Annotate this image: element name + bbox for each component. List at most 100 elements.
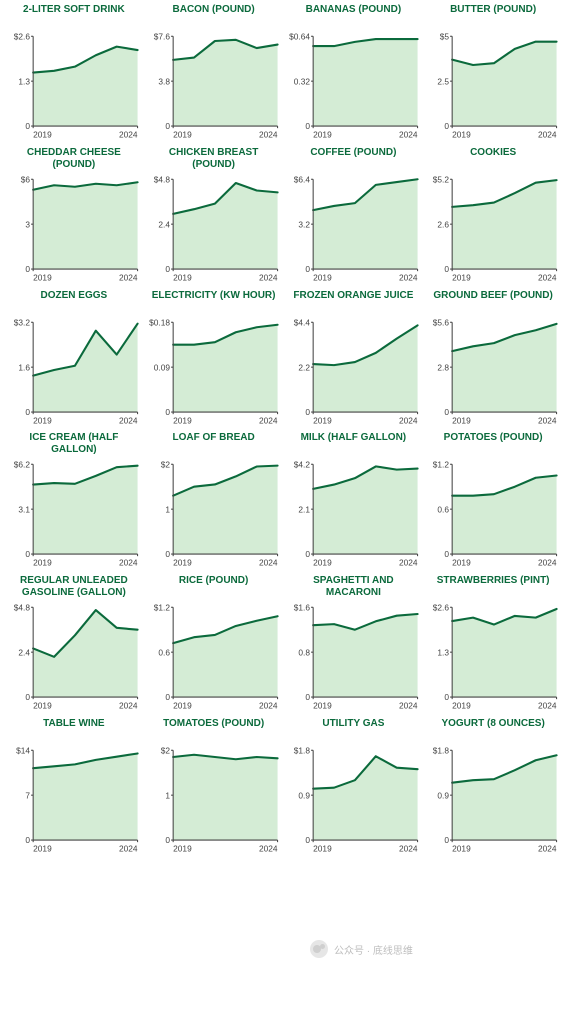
chart-panel: FROZEN ORANGE JUICE02.2$4.420192024	[286, 290, 422, 429]
y-tick-label: 1	[165, 505, 170, 515]
x-tick-label: 2024	[538, 130, 557, 140]
x-tick-label: 2024	[119, 415, 138, 425]
area-fill	[33, 182, 137, 269]
chart-panel: 2-LITER SOFT DRINK01.3$2.620192024	[6, 4, 142, 143]
chart-title: CHEDDAR CHEESE (POUND)	[6, 147, 142, 171]
y-tick-label: 0	[165, 692, 170, 702]
x-tick-label: 2019	[452, 415, 471, 425]
area-fill	[173, 755, 277, 840]
y-tick-label: $0.64	[289, 31, 310, 41]
y-tick-label: 0	[25, 264, 30, 274]
y-tick-label: $1.6	[293, 602, 310, 612]
x-tick-label: 2024	[259, 558, 278, 568]
x-tick-label: 2024	[259, 130, 278, 140]
chart-panel: ICE CREAM (HALF GALLON)03.1$6.220192024	[6, 432, 142, 571]
x-tick-label: 2024	[259, 843, 278, 853]
y-tick-label: $4.2	[293, 460, 310, 470]
y-tick-label: 0	[305, 407, 310, 417]
y-tick-label: 3.8	[158, 76, 170, 86]
x-tick-label: 2024	[399, 558, 418, 568]
y-tick-label: 0	[25, 407, 30, 417]
area-chart: 02.5$520192024	[425, 30, 561, 143]
y-tick-label: $2	[160, 460, 170, 470]
area-fill	[173, 183, 277, 269]
chart-title: REGULAR UNLEADED GASOLINE (GALLON)	[6, 575, 142, 599]
chart-title: TABLE WINE	[41, 718, 106, 742]
x-tick-label: 2024	[119, 701, 138, 711]
area-chart: 00.6$1.220192024	[146, 601, 282, 714]
chart-title: STRAWBERRIES (PINT)	[435, 575, 552, 599]
x-tick-label: 2019	[33, 130, 52, 140]
x-tick-label: 2019	[173, 701, 192, 711]
chart-panel: TABLE WINE07$1420192024	[6, 718, 142, 857]
chart-title: SPAGHETTI AND MACARONI	[286, 575, 422, 599]
y-tick-label: 0	[25, 835, 30, 845]
chart-panel: BACON (POUND)03.8$7.620192024	[146, 4, 282, 143]
y-tick-label: 0	[305, 549, 310, 559]
x-tick-label: 2019	[173, 272, 192, 282]
x-tick-label: 2024	[538, 701, 557, 711]
area-chart: 02.4$4.820192024	[6, 601, 142, 714]
chart-panel: GROUND BEEF (POUND)02.8$5.620192024	[425, 290, 561, 429]
area-chart: 02.4$4.820192024	[146, 173, 282, 286]
chart-panel: POTATOES (POUND)00.6$1.220192024	[425, 432, 561, 571]
area-fill	[452, 180, 556, 269]
area-chart: 00.9$1.820192024	[425, 744, 561, 857]
chart-title: LOAF OF BREAD	[171, 432, 257, 456]
y-tick-label: 1.3	[438, 647, 450, 657]
chart-panel: ELECTRICITY (KW HOUR)00.09$0.1820192024	[146, 290, 282, 429]
area-chart: 0 1.6 $3.2 2019 2024	[6, 316, 142, 429]
y-tick-label: 0	[445, 121, 450, 131]
x-tick-label: 2024	[399, 272, 418, 282]
y-tick-label: 0	[25, 692, 30, 702]
chart-title: COOKIES	[468, 147, 518, 171]
chart-title: BACON (POUND)	[171, 4, 257, 28]
area-chart: 00.32$0.6420192024	[286, 30, 422, 143]
chart-title: GROUND BEEF (POUND)	[431, 290, 554, 314]
y-tick-label: 2.4	[18, 647, 30, 657]
y-tick-label: 1.6	[18, 362, 30, 372]
y-tick-label: 0	[305, 692, 310, 702]
x-tick-label: 2019	[173, 415, 192, 425]
chart-title: FROZEN ORANGE JUICE	[291, 290, 415, 314]
chart-panel: BUTTER (POUND)02.5$520192024	[425, 4, 561, 143]
y-tick-label: 1.3	[18, 76, 30, 86]
area-chart: 01$220192024	[146, 458, 282, 571]
y-tick-label: $5	[440, 31, 450, 41]
y-tick-label: 3.1	[18, 505, 30, 515]
y-tick-label: $1.2	[433, 460, 450, 470]
x-tick-label: 2019	[313, 272, 332, 282]
y-tick-label: 0.09	[154, 362, 171, 372]
x-tick-label: 2019	[452, 558, 471, 568]
chart-title: CHICKEN BREAST (POUND)	[146, 147, 282, 171]
area-chart: 03$620192024	[6, 173, 142, 286]
chart-grid: 2-LITER SOFT DRINK01.3$2.620192024 BACON …	[0, 0, 567, 861]
y-tick-label: 7	[25, 790, 30, 800]
area-fill	[173, 466, 277, 554]
chart-panel: SPAGHETTI AND MACARONI00.8$1.620192024	[286, 575, 422, 714]
y-tick-label: 0.32	[293, 76, 310, 86]
y-tick-label: $7.6	[154, 31, 171, 41]
x-tick-label: 2019	[452, 272, 471, 282]
y-tick-label: $3.2	[14, 317, 31, 327]
x-tick-label: 2024	[399, 843, 418, 853]
y-tick-label: $6.4	[293, 174, 310, 184]
area-chart: 03.1$6.220192024	[6, 458, 142, 571]
y-tick-label: 0.6	[438, 505, 450, 515]
chart-panel: STRAWBERRIES (PINT)01.3$2.620192024	[425, 575, 561, 714]
x-tick-label: 2024	[119, 558, 138, 568]
chart-panel: CHICKEN BREAST (POUND)02.4$4.820192024	[146, 147, 282, 286]
x-tick-label: 2024	[538, 843, 557, 853]
chart-panel: REGULAR UNLEADED GASOLINE (GALLON)02.4$4…	[6, 575, 142, 714]
y-tick-label: 0	[25, 549, 30, 559]
x-tick-label: 2024	[259, 701, 278, 711]
y-tick-label: $1.8	[433, 745, 450, 755]
y-tick-label: $5.2	[433, 174, 450, 184]
y-tick-label: 2.1	[298, 505, 310, 515]
y-tick-label: 0	[445, 407, 450, 417]
chart-panel: CHEDDAR CHEESE (POUND)03$620192024	[6, 147, 142, 286]
area-fill	[452, 323, 556, 411]
x-tick-label: 2019	[33, 415, 52, 425]
area-chart: 03.2$6.420192024	[286, 173, 422, 286]
chart-title: ELECTRICITY (KW HOUR)	[150, 290, 278, 314]
